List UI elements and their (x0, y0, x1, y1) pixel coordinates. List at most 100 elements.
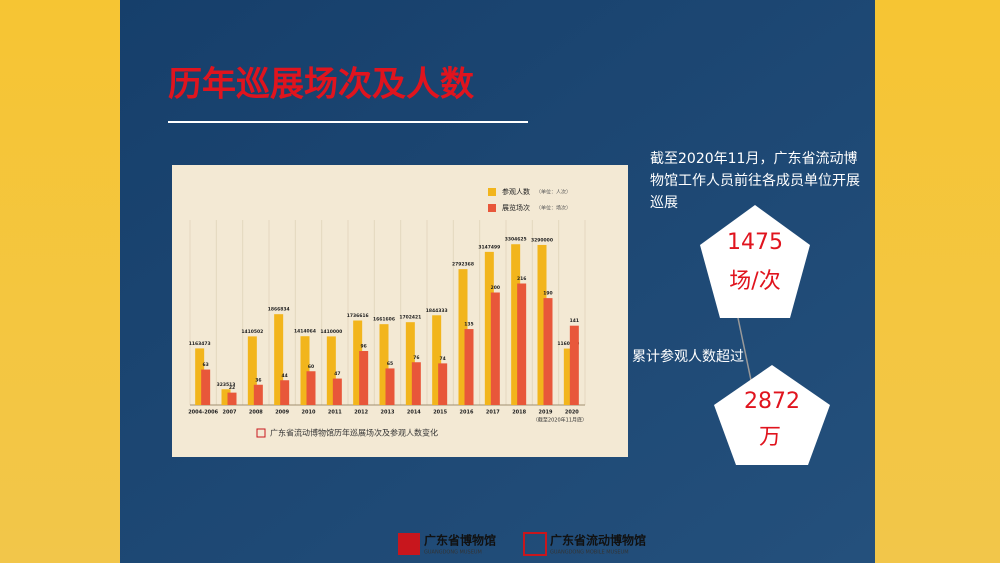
value-label: 1866834 (268, 307, 290, 313)
bar (326, 336, 336, 405)
x-tick-label: 2014 (407, 410, 421, 416)
value-label: 1410502 (241, 329, 263, 335)
value-label: 1410000 (320, 329, 342, 335)
value-label: 1414064 (294, 329, 316, 335)
bar (405, 322, 415, 405)
bar (438, 363, 448, 405)
bar (253, 384, 263, 405)
connector (737, 317, 753, 386)
value-label: 36 (255, 377, 261, 383)
x-tick-label: 2013 (381, 410, 395, 416)
left-strip (0, 0, 120, 563)
bar (484, 251, 494, 405)
bar (359, 351, 369, 405)
legend-label: 展览场次 (502, 203, 530, 212)
bar (458, 269, 468, 405)
logo-text: 广东省流动博物馆 (550, 533, 646, 548)
legend-label: 参观人数 (502, 187, 530, 196)
x-tick-label: 2012 (354, 410, 368, 416)
stat-unit: 场/次 (729, 269, 780, 294)
value-label: 190 (543, 291, 552, 297)
value-label: 200 (491, 285, 500, 291)
value-label: 65 (387, 361, 393, 367)
bar (490, 292, 500, 405)
pentagon (714, 365, 830, 465)
x-tick-label: 2007 (223, 410, 237, 416)
x-tick-label: 2020 (565, 410, 579, 416)
logo-text-en: GUANGDONG MUSEUM (424, 550, 482, 556)
x-tick-label: 2011 (328, 410, 342, 416)
intro-text: 截至2020年11月，广东省流动博物馆工作人员前往各成员单位开展巡展 (650, 151, 860, 211)
value-label: 44 (282, 373, 288, 379)
value-label: 2792368 (452, 262, 474, 268)
x-tick-label: 2004-2006 (188, 410, 218, 416)
logo-text-en: GUANGDONG MOBILE MUSEUM (550, 550, 629, 556)
bar (563, 348, 573, 405)
logo-icon (398, 533, 420, 555)
bar (517, 283, 527, 405)
value-label: 323513 (217, 382, 236, 388)
note: （截至2020年11月底） (533, 417, 587, 424)
stat-label: 累计参观人数超过 (632, 348, 744, 365)
value-label: 1702421 (399, 315, 421, 321)
x-tick-label: 2015 (433, 410, 447, 416)
bar (201, 369, 211, 405)
value-label: 3304625 (505, 237, 527, 243)
bar (385, 368, 395, 405)
bar (227, 392, 237, 405)
value-label: 60 (308, 364, 314, 370)
legend-swatch (488, 204, 496, 212)
value-label: 1736616 (347, 313, 369, 319)
bar (300, 336, 310, 405)
bar (543, 298, 553, 405)
caption-icon (256, 428, 266, 438)
value-label: 1160000 (557, 341, 579, 347)
bar (432, 315, 442, 405)
logo-icon (523, 532, 547, 556)
x-tick-label: 2009 (275, 410, 289, 416)
bar (332, 378, 342, 405)
x-tick-label: 2017 (486, 410, 500, 416)
value-label: 1163473 (189, 341, 211, 347)
x-tick-label: 2016 (460, 410, 474, 416)
right-strip (875, 0, 1000, 563)
bar (221, 389, 231, 405)
value-label: 135 (464, 322, 473, 328)
value-label: 22 (229, 385, 235, 391)
bar (464, 329, 474, 405)
bar (247, 336, 257, 405)
stat-number: 2872 (744, 389, 800, 414)
x-tick-label: 2018 (512, 410, 526, 416)
stat-unit: 万 (759, 425, 781, 450)
bar (353, 320, 363, 405)
x-tick-label: 2010 (302, 410, 316, 416)
bar (411, 362, 421, 405)
legend-unit: （单位：人次） (536, 189, 571, 196)
value-label: 47 (334, 371, 340, 377)
value-label: 3290000 (531, 237, 553, 243)
legend-swatch (488, 188, 496, 196)
value-label: 3147499 (478, 244, 500, 250)
bar (306, 371, 316, 405)
legend-unit: （单位：场次） (536, 205, 571, 212)
bar (537, 244, 547, 405)
bar (511, 244, 521, 405)
value-label: 1661606 (373, 317, 395, 323)
value-label: 216 (517, 276, 526, 282)
stat-number: 1475 (727, 230, 783, 255)
x-tick-label: 2019 (539, 410, 553, 416)
bar (280, 380, 290, 405)
bar (379, 324, 389, 405)
value-label: 63 (203, 362, 209, 368)
bar (569, 325, 579, 405)
bar (195, 348, 205, 405)
value-label: 74 (440, 356, 446, 362)
pentagon (700, 205, 810, 318)
title: 历年巡展场次及人数 (168, 65, 474, 105)
value-label: 1844333 (426, 308, 448, 314)
caption: 广东省流动博物馆历年巡展场次及参观人数变化 (270, 428, 438, 438)
value-label: 76 (413, 355, 419, 361)
